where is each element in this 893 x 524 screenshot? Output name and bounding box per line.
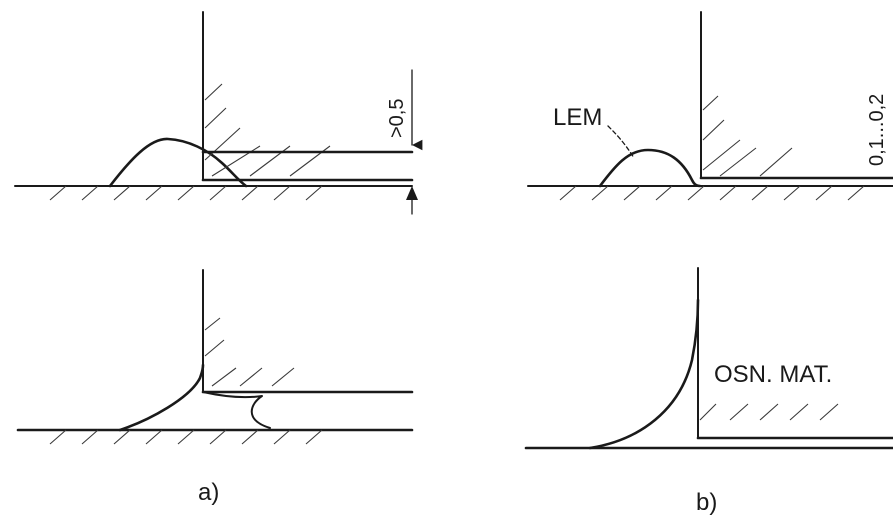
- panel-a-bottom-joint: [16, 269, 414, 445]
- solder-bump: [108, 137, 248, 188]
- panel-b: LEM 0,1...0,2 OSN. MAT. b): [524, 11, 893, 516]
- dimension-label-b: 0,1...0,2: [866, 94, 888, 166]
- caption-b: b): [696, 489, 717, 516]
- solder-bump-b: [598, 148, 702, 188]
- dimension-label-a: >0,5: [386, 99, 408, 138]
- dimension-gap-a: >0,5: [386, 69, 423, 215]
- panel-b-bottom-joint: OSN. MAT.: [524, 267, 893, 450]
- solder-label: LEM: [553, 104, 602, 131]
- base-hatching: [49, 185, 323, 201]
- plate-hatching: [204, 83, 331, 177]
- panel-a-top-joint: [14, 11, 414, 201]
- caption-a: a): [198, 479, 219, 506]
- panel-a: >0,5 a): [14, 11, 423, 506]
- dimension-gap-b: 0,1...0,2: [866, 94, 888, 166]
- base-material-label: OSN. MAT.: [714, 361, 832, 388]
- panel-b-top-joint: LEM: [527, 11, 893, 201]
